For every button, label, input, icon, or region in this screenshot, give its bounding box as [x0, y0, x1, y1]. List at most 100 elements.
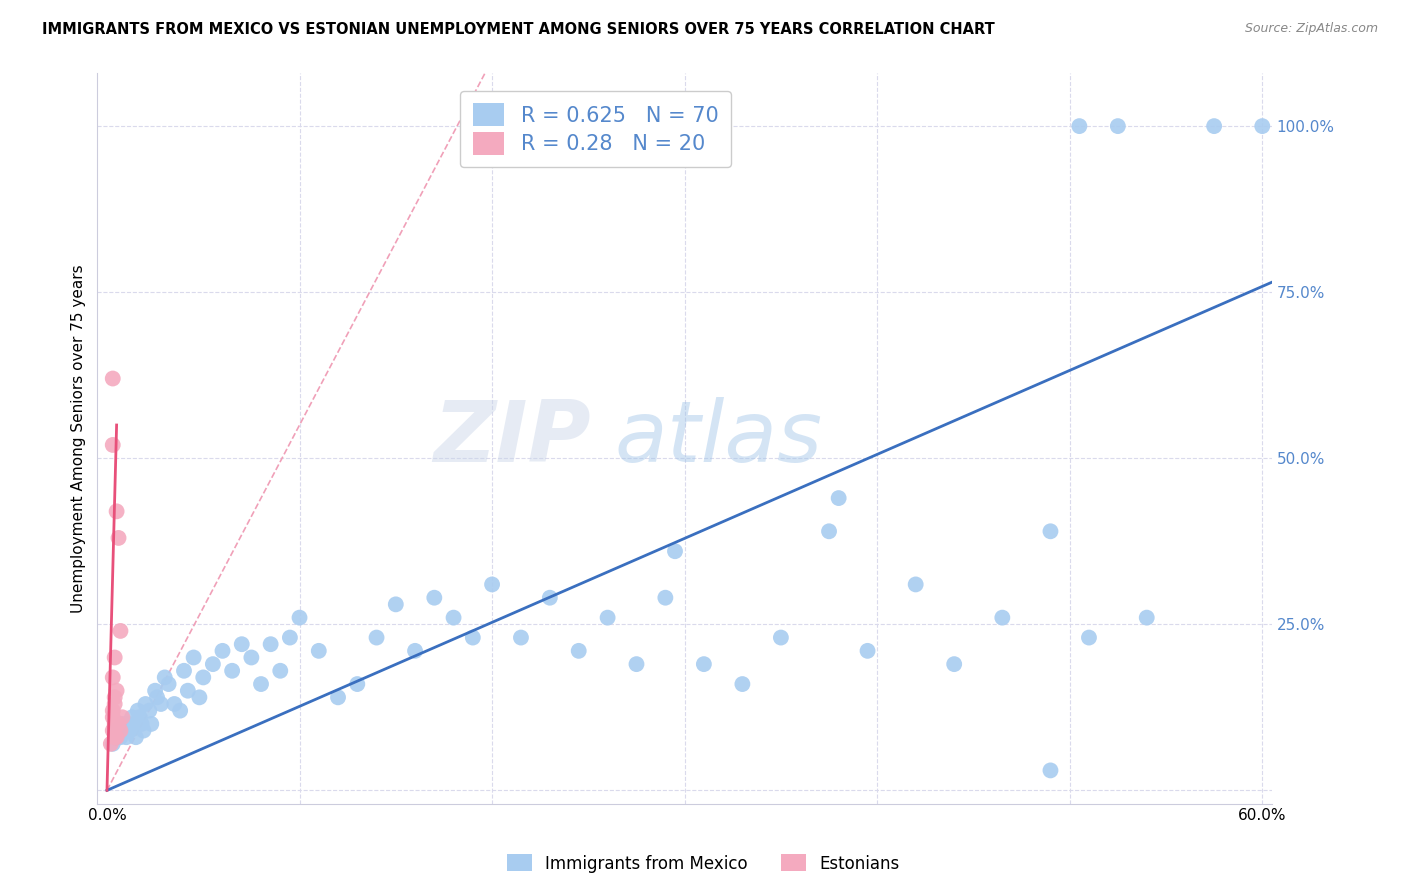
Point — [481, 577, 503, 591]
Point — [101, 704, 124, 718]
Point — [423, 591, 446, 605]
Point — [231, 637, 253, 651]
Point — [104, 650, 127, 665]
Point — [221, 664, 243, 678]
Point — [288, 610, 311, 624]
Point — [104, 697, 127, 711]
Point — [120, 723, 142, 738]
Point — [240, 650, 263, 665]
Point — [443, 610, 465, 624]
Point — [104, 717, 127, 731]
Text: Source: ZipAtlas.com: Source: ZipAtlas.com — [1244, 22, 1378, 36]
Point — [1251, 119, 1274, 133]
Point — [101, 371, 124, 385]
Point — [664, 544, 686, 558]
Text: atlas: atlas — [614, 397, 823, 480]
Point — [654, 591, 676, 605]
Point — [769, 631, 792, 645]
Point — [269, 664, 291, 678]
Point — [169, 704, 191, 718]
Point — [538, 591, 561, 605]
Point — [183, 650, 205, 665]
Point — [201, 657, 224, 672]
Point — [510, 631, 533, 645]
Point — [1204, 119, 1226, 133]
Point — [143, 683, 166, 698]
Point — [326, 690, 349, 705]
Point — [1136, 610, 1159, 624]
Point — [188, 690, 211, 705]
Text: IMMIGRANTS FROM MEXICO VS ESTONIAN UNEMPLOYMENT AMONG SENIORS OVER 75 YEARS CORR: IMMIGRANTS FROM MEXICO VS ESTONIAN UNEMP… — [42, 22, 995, 37]
Text: ZIP: ZIP — [433, 397, 591, 480]
Point — [991, 610, 1014, 624]
Point — [1039, 764, 1062, 778]
Point — [259, 637, 281, 651]
Point — [101, 670, 124, 684]
Point — [149, 697, 172, 711]
Point — [693, 657, 716, 672]
Point — [107, 531, 129, 545]
Point — [731, 677, 754, 691]
Point — [101, 737, 124, 751]
Point — [107, 717, 129, 731]
Point — [115, 730, 138, 744]
Point — [157, 677, 180, 691]
Point — [105, 683, 128, 698]
Point — [101, 723, 124, 738]
Point — [1107, 119, 1129, 133]
Point — [100, 737, 122, 751]
Point — [943, 657, 966, 672]
Point — [141, 717, 163, 731]
Point — [1039, 524, 1062, 539]
Point — [110, 723, 132, 738]
Point — [163, 697, 186, 711]
Point — [568, 644, 591, 658]
Point — [104, 730, 127, 744]
Point — [1069, 119, 1091, 133]
Point — [904, 577, 927, 591]
Point — [193, 670, 215, 684]
Point — [122, 717, 145, 731]
Point — [111, 717, 134, 731]
Point — [105, 504, 128, 518]
Point — [827, 491, 849, 505]
Point — [105, 730, 128, 744]
Legend: Immigrants from Mexico, Estonians: Immigrants from Mexico, Estonians — [501, 847, 905, 880]
Point — [111, 710, 134, 724]
Point — [125, 730, 148, 744]
Point — [117, 717, 139, 731]
Point — [105, 723, 128, 738]
Point — [132, 723, 155, 738]
Point — [101, 710, 124, 724]
Point — [818, 524, 841, 539]
Point — [131, 717, 153, 731]
Point — [856, 644, 879, 658]
Point — [308, 644, 330, 658]
Point — [153, 670, 176, 684]
Point — [110, 730, 132, 744]
Point — [110, 624, 132, 638]
Point — [366, 631, 388, 645]
Point — [128, 710, 150, 724]
Point — [177, 683, 200, 698]
Legend: R = 0.625   N = 70, R = 0.28   N = 20: R = 0.625 N = 70, R = 0.28 N = 20 — [460, 91, 731, 168]
Point — [278, 631, 301, 645]
Point — [173, 664, 195, 678]
Point — [626, 657, 648, 672]
Point — [596, 610, 619, 624]
Point — [346, 677, 368, 691]
Point — [101, 438, 124, 452]
Point — [1078, 631, 1101, 645]
Point — [146, 690, 169, 705]
Point — [404, 644, 426, 658]
Point — [127, 704, 149, 718]
Point — [138, 704, 160, 718]
Point — [121, 710, 143, 724]
Point — [461, 631, 484, 645]
Point — [250, 677, 273, 691]
Point — [385, 598, 408, 612]
Point — [134, 697, 156, 711]
Y-axis label: Unemployment Among Seniors over 75 years: Unemployment Among Seniors over 75 years — [72, 264, 86, 613]
Point — [104, 690, 127, 705]
Point — [112, 723, 135, 738]
